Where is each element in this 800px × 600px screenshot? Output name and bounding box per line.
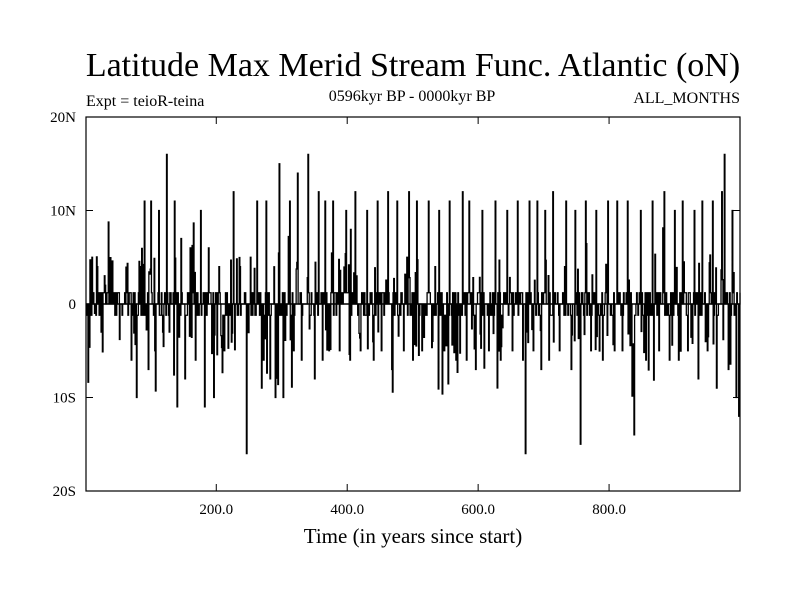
y-tick-label: 10N	[50, 204, 76, 220]
x-tick-label: 800.0	[592, 502, 626, 518]
x-axis-label: Time (in years since start)	[304, 524, 523, 548]
y-tick-label: 0	[69, 297, 77, 313]
x-tick-label: 200.0	[199, 502, 233, 518]
x-tick-label: 600.0	[461, 502, 495, 518]
x-axis: 200.0 400.0 600.0 800.0	[199, 117, 626, 518]
chart-title: Latitude Max Merid Stream Func. Atlantic…	[86, 47, 740, 84]
series-line	[86, 153, 741, 455]
y-tick-label: 20S	[53, 484, 76, 500]
y-axis: 20N 10N 0 10S 20S	[50, 110, 740, 500]
series-layer	[86, 153, 741, 455]
y-tick-label: 10S	[53, 391, 76, 407]
subtitle-months: ALL_MONTHS	[633, 90, 740, 107]
x-tick-label: 400.0	[330, 502, 364, 518]
subtitle-period: 0596kyr BP - 0000kyr BP	[329, 88, 496, 105]
y-tick-label: 20N	[50, 110, 76, 126]
subtitle-experiment: Expt = teioR-teina	[86, 93, 204, 110]
